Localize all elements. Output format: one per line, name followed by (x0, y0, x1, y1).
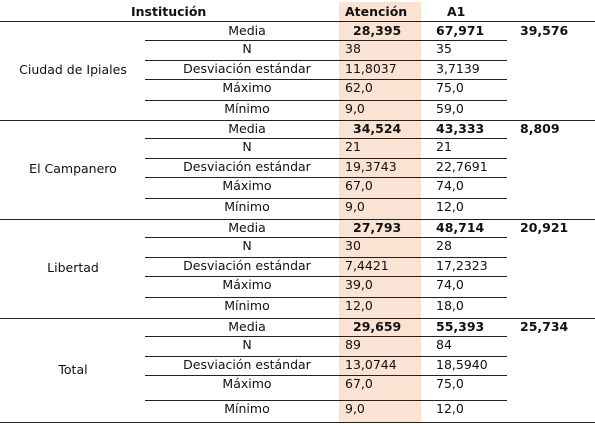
atencion-value: 28,395 (353, 23, 402, 38)
group-label: Total (58, 362, 88, 377)
row-rule (145, 138, 507, 139)
atencion-value: 21 (345, 139, 361, 154)
row-label: Máximo (222, 178, 272, 193)
a1-value: 48,714 (436, 220, 485, 235)
row-rule (145, 237, 507, 238)
group-rule (0, 120, 595, 121)
row-rule (145, 79, 507, 80)
row-rule (145, 60, 507, 61)
group-label: Ciudad de Ipiales (19, 62, 127, 77)
atencion-value: 38 (345, 41, 361, 56)
row-label: Máximo (222, 376, 272, 391)
row-label: Desviación estándar (183, 258, 311, 273)
atencion-value: 89 (345, 337, 361, 352)
a1-value: 75,0 (436, 376, 464, 391)
group-label: El Campanero (29, 160, 117, 176)
a1-value: 12,0 (436, 199, 464, 214)
atencion-value: 29,659 (353, 319, 402, 334)
extra-value: 25,734 (520, 319, 569, 334)
row-rule (145, 100, 507, 101)
header-atencion: Atención (345, 4, 408, 19)
a1-value: 3,7139 (436, 61, 480, 76)
atencion-value: 19,3743 (345, 159, 397, 174)
row-label: Desviación estándar (183, 61, 311, 76)
header-a1: A1 (447, 4, 466, 19)
bottom-rule (0, 422, 595, 423)
row-label: Mínimo (224, 101, 270, 116)
row-label: Media (228, 319, 266, 334)
extra-value: 20,921 (520, 220, 569, 235)
a1-value: 28 (436, 238, 452, 253)
group-label: Libertad (47, 259, 99, 275)
extra-value: 39,576 (520, 23, 569, 38)
a1-value: 55,393 (436, 319, 485, 334)
row-rule (145, 336, 507, 337)
row-rule (145, 400, 507, 401)
atencion-value: 62,0 (345, 80, 373, 95)
a1-value: 74,0 (436, 277, 464, 292)
a1-value: 59,0 (436, 101, 464, 116)
atencion-value: 9,0 (345, 401, 365, 416)
row-rule (145, 40, 507, 41)
a1-value: 12,0 (436, 401, 464, 416)
row-label: Desviación estándar (183, 357, 311, 372)
a1-value: 67,971 (436, 23, 485, 38)
row-label: Media (228, 121, 266, 136)
row-label: Media (228, 23, 266, 38)
row-rule (145, 356, 507, 357)
atencion-value: 67,0 (345, 178, 373, 193)
atencion-value: 30 (345, 238, 361, 253)
atencion-value: 67,0 (345, 376, 373, 391)
atencion-value: 11,8037 (345, 61, 397, 76)
a1-value: 18,5940 (436, 357, 488, 372)
row-label: N (242, 337, 252, 352)
header-rule (0, 21, 595, 22)
row-label: Mínimo (224, 199, 270, 214)
atencion-value: 13,0744 (345, 357, 397, 372)
row-rule (145, 297, 507, 298)
atencion-value: 27,793 (353, 220, 402, 235)
a1-value: 74,0 (436, 178, 464, 193)
atencion-value: 39,0 (345, 277, 373, 292)
row-label: N (242, 41, 252, 56)
atencion-value: 9,0 (345, 199, 365, 214)
row-rule (145, 375, 507, 376)
row-rule (145, 257, 507, 258)
group-rule (0, 318, 595, 319)
row-label: Máximo (222, 277, 272, 292)
row-rule (145, 198, 507, 199)
atencion-column-highlight (339, 2, 421, 422)
row-label: Máximo (222, 80, 272, 95)
row-label: Media (228, 220, 266, 235)
atencion-value: 7,4421 (345, 258, 389, 273)
row-rule (145, 177, 507, 178)
header-institucion: Institución (131, 4, 207, 19)
group-rule (0, 219, 595, 220)
a1-value: 22,7691 (436, 159, 488, 174)
atencion-value: 34,524 (353, 121, 402, 136)
a1-value: 84 (436, 337, 452, 352)
a1-value: 17,2323 (436, 258, 488, 273)
atencion-value: 12,0 (345, 298, 373, 313)
row-label: Desviación estándar (183, 159, 311, 174)
extra-value: 8,809 (520, 121, 560, 136)
row-label: Mínimo (224, 298, 270, 313)
row-rule (145, 158, 507, 159)
atencion-value: 9,0 (345, 101, 365, 116)
a1-value: 43,333 (436, 121, 485, 136)
a1-value: 35 (436, 41, 452, 56)
row-label: N (242, 139, 252, 154)
row-label: Mínimo (224, 401, 270, 416)
a1-value: 21 (436, 139, 452, 154)
row-label: N (242, 238, 252, 253)
row-rule (145, 276, 507, 277)
a1-value: 75,0 (436, 80, 464, 95)
a1-value: 18,0 (436, 298, 464, 313)
